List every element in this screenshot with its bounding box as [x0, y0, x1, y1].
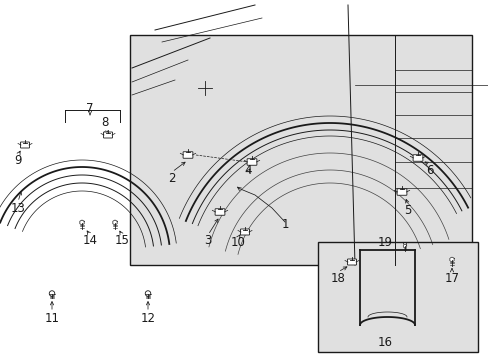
FancyBboxPatch shape [215, 209, 224, 215]
Text: 17: 17 [444, 271, 459, 284]
Text: 19: 19 [377, 235, 392, 248]
FancyBboxPatch shape [103, 132, 112, 138]
FancyBboxPatch shape [240, 229, 249, 235]
Text: 3: 3 [204, 234, 211, 247]
Circle shape [145, 291, 150, 296]
Text: 6: 6 [426, 163, 433, 176]
Polygon shape [113, 220, 117, 225]
Text: 15: 15 [114, 234, 129, 247]
FancyBboxPatch shape [396, 189, 406, 195]
Text: 16: 16 [377, 336, 392, 348]
Text: 13: 13 [11, 202, 25, 215]
Text: 14: 14 [82, 234, 97, 247]
Text: 4: 4 [244, 163, 251, 176]
Text: 18: 18 [330, 271, 345, 284]
FancyBboxPatch shape [183, 152, 192, 158]
Text: 2: 2 [168, 171, 175, 185]
Text: 1: 1 [281, 219, 288, 231]
Polygon shape [403, 244, 406, 248]
FancyBboxPatch shape [412, 155, 422, 161]
Bar [130, 35, 471, 265]
Text: 10: 10 [230, 235, 245, 248]
Polygon shape [449, 257, 453, 262]
Text: 9: 9 [14, 153, 21, 166]
Text: 7: 7 [86, 102, 94, 114]
Text: 12: 12 [140, 311, 155, 324]
Polygon shape [80, 220, 84, 225]
Bar [317, 242, 477, 352]
Text: 8: 8 [101, 116, 108, 129]
FancyBboxPatch shape [347, 259, 356, 265]
Text: 11: 11 [44, 311, 60, 324]
FancyBboxPatch shape [246, 159, 256, 165]
Circle shape [49, 291, 55, 296]
Text: 5: 5 [404, 203, 411, 216]
FancyBboxPatch shape [20, 142, 29, 148]
